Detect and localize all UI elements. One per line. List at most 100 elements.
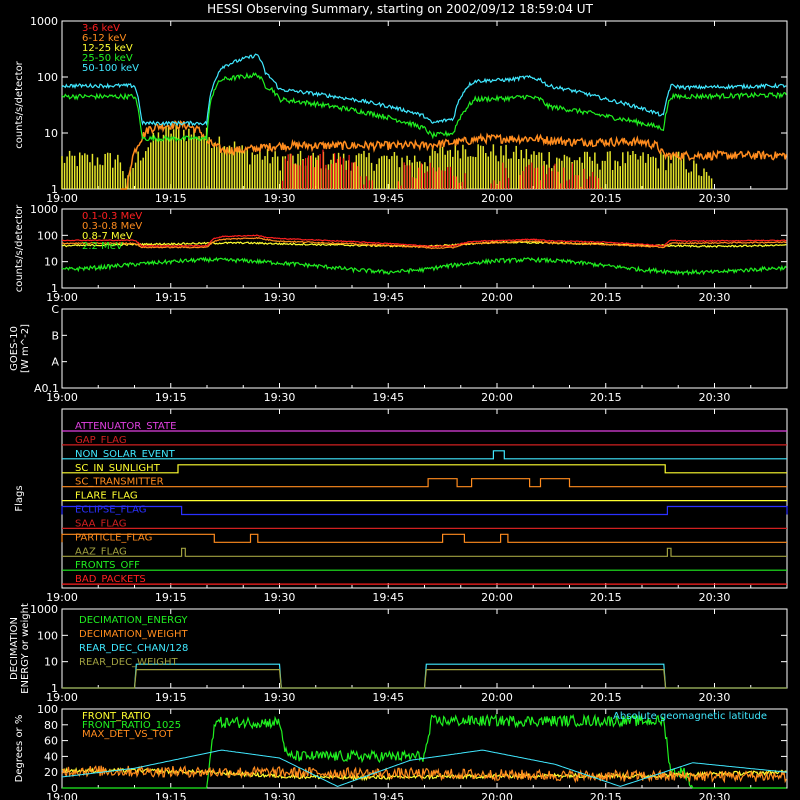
x-tick-label: 19:00 xyxy=(46,192,78,205)
x-tick-label: 19:30 xyxy=(264,591,296,604)
panel-ratio: 19:00 19:15 19:30 19:45 20:00 20:15 20:30 0 20 40… xyxy=(14,703,788,800)
x-tick-label: 20:15 xyxy=(590,591,622,604)
chart-title: HESSI Observing Summary, starting on 200… xyxy=(207,2,593,16)
x-tick-label: 19:00 xyxy=(46,591,78,604)
flag-line xyxy=(62,547,787,557)
x-tick-label: 19:30 xyxy=(264,192,296,205)
x-tick-label: 20:15 xyxy=(590,691,622,704)
x-tick-label: 19:00 xyxy=(46,791,78,800)
flag-line xyxy=(61,533,787,543)
series-line xyxy=(61,256,787,276)
panel-frame xyxy=(61,308,788,389)
x-tick-label: 20:00 xyxy=(481,691,513,704)
y-tick-label: B xyxy=(51,329,59,342)
y-axis-label: Flags xyxy=(14,485,25,511)
legend-entry: REAR_DEC_WEIGHT xyxy=(79,657,178,668)
legend-entry: 0.8-7 MeV xyxy=(82,231,133,242)
legend-entry: 6-12 keV xyxy=(82,33,126,44)
x-tick-label: 19:00 xyxy=(46,291,78,304)
x-tick-label: 19:45 xyxy=(372,791,404,800)
y-tick-label: 100 xyxy=(37,629,58,642)
y-tick-label: 10 xyxy=(44,656,58,669)
y-tick-label: C xyxy=(51,303,59,316)
legend-entry: 0.1-0.3 MeV xyxy=(82,211,142,222)
legend-entry: FRONT_RATIO_1025 xyxy=(82,720,181,731)
x-tick-label: 19:30 xyxy=(264,391,296,404)
panel-goes: 19:00 19:15 19:30 19:45 20:00 20:15 20:30 A0.1 A… xyxy=(9,303,788,404)
flag-line xyxy=(61,505,788,516)
x-tick-label: 20:30 xyxy=(699,192,731,205)
x-tick-label: 20:00 xyxy=(481,291,513,304)
y-tick-label: 1 xyxy=(51,282,58,295)
x-tick-label: 20:00 xyxy=(481,192,513,205)
y-tick-label: 10 xyxy=(44,256,58,269)
flag-label: ATTENUATOR_STATE xyxy=(75,421,176,432)
x-tick-label: 20:15 xyxy=(590,791,622,800)
series-line xyxy=(61,765,787,784)
flag-label: AAZ_FLAG xyxy=(75,546,127,557)
x-tick-label: 19:15 xyxy=(155,691,187,704)
legend-entry: 2.2 MeV xyxy=(82,241,123,252)
panel-frame xyxy=(61,408,788,589)
panel-frame xyxy=(61,208,788,289)
x-tick-label: 19:00 xyxy=(46,691,78,704)
flag-label: FLARE_FLAG xyxy=(75,491,138,502)
x-tick-label: 19:00 xyxy=(46,391,78,404)
series-line xyxy=(62,713,787,789)
chart-annotation: Absolute geomagnetic latitude xyxy=(613,711,767,722)
flag-line xyxy=(62,464,787,474)
x-tick-label: 20:30 xyxy=(699,391,731,404)
legend-entry: 12-25 keV xyxy=(82,43,133,54)
legend-entry: DECIMATION_WEIGHT xyxy=(79,629,188,640)
y-axis-label: Degrees or % xyxy=(14,715,25,783)
panel-highE: 19:00 19:15 19:30 19:45 20:00 20:15 20:30 1 10 10… xyxy=(14,203,788,304)
x-tick-label: 19:15 xyxy=(155,291,187,304)
x-tick-label: 19:15 xyxy=(155,391,187,404)
x-tick-label: 19:15 xyxy=(155,192,187,205)
y-tick-label: 80 xyxy=(44,719,58,732)
series-line xyxy=(61,749,788,787)
y-tick-label: 10 xyxy=(44,127,58,140)
series-line xyxy=(61,234,787,248)
flag-label: ECLIPSE_FLAG xyxy=(75,505,146,516)
y-tick-label: 1 xyxy=(51,682,58,695)
x-tick-label: 19:45 xyxy=(372,391,404,404)
y-tick-label: 1000 xyxy=(30,203,58,216)
x-tick-label: 19:30 xyxy=(264,691,296,704)
x-tick-label: 19:30 xyxy=(264,291,296,304)
legend-entry: 0.3-0.8 MeV xyxy=(82,221,142,232)
y-axis-label: [W m^-2] xyxy=(20,324,31,373)
y-tick-label: 1 xyxy=(51,183,58,196)
flag-label: NON_SOLAR_EVENT xyxy=(75,449,176,460)
panel-lowE: 19:00 19:15 19:30 19:45 20:00 20:15 20:30 1 10 10… xyxy=(14,15,788,205)
y-tick-label: 100 xyxy=(37,229,58,242)
x-tick-label: 19:15 xyxy=(155,791,187,800)
y-tick-label: A0.1 xyxy=(34,382,59,395)
x-tick-label: 20:30 xyxy=(699,691,731,704)
x-tick-label: 20:15 xyxy=(590,391,622,404)
x-tick-label: 20:30 xyxy=(699,291,731,304)
x-tick-label: 20:00 xyxy=(481,591,513,604)
legend-entry: FRONT_RATIO xyxy=(82,711,151,722)
x-tick-label: 19:45 xyxy=(372,591,404,604)
y-tick-label: 20 xyxy=(44,766,58,779)
flag-label: BAD_PACKETS xyxy=(75,574,146,585)
panel-flags: 19:00 19:15 19:30 19:45 20:00 20:15 20:30 Flags… xyxy=(14,408,788,604)
flag-label: SC_IN_SUNLIGHT xyxy=(75,463,161,474)
flag-label: PARTICLE_FLAG xyxy=(75,532,152,543)
x-tick-label: 19:15 xyxy=(155,591,187,604)
x-tick-label: 19:30 xyxy=(264,791,296,800)
series-line xyxy=(61,71,787,143)
legend-entry: MAX_DET_VS_TOT xyxy=(82,729,174,740)
y-tick-label: 100 xyxy=(37,703,58,716)
legend-entry: DECIMATION_ENERGY xyxy=(79,615,188,626)
series-line xyxy=(61,236,787,250)
flag-line xyxy=(62,450,787,460)
x-tick-label: 20:00 xyxy=(481,791,513,800)
y-tick-label: 40 xyxy=(44,750,58,763)
x-tick-label: 20:00 xyxy=(481,391,513,404)
x-tick-label: 19:45 xyxy=(372,192,404,205)
y-tick-label: 100 xyxy=(37,71,58,84)
x-tick-label: 19:45 xyxy=(372,691,404,704)
